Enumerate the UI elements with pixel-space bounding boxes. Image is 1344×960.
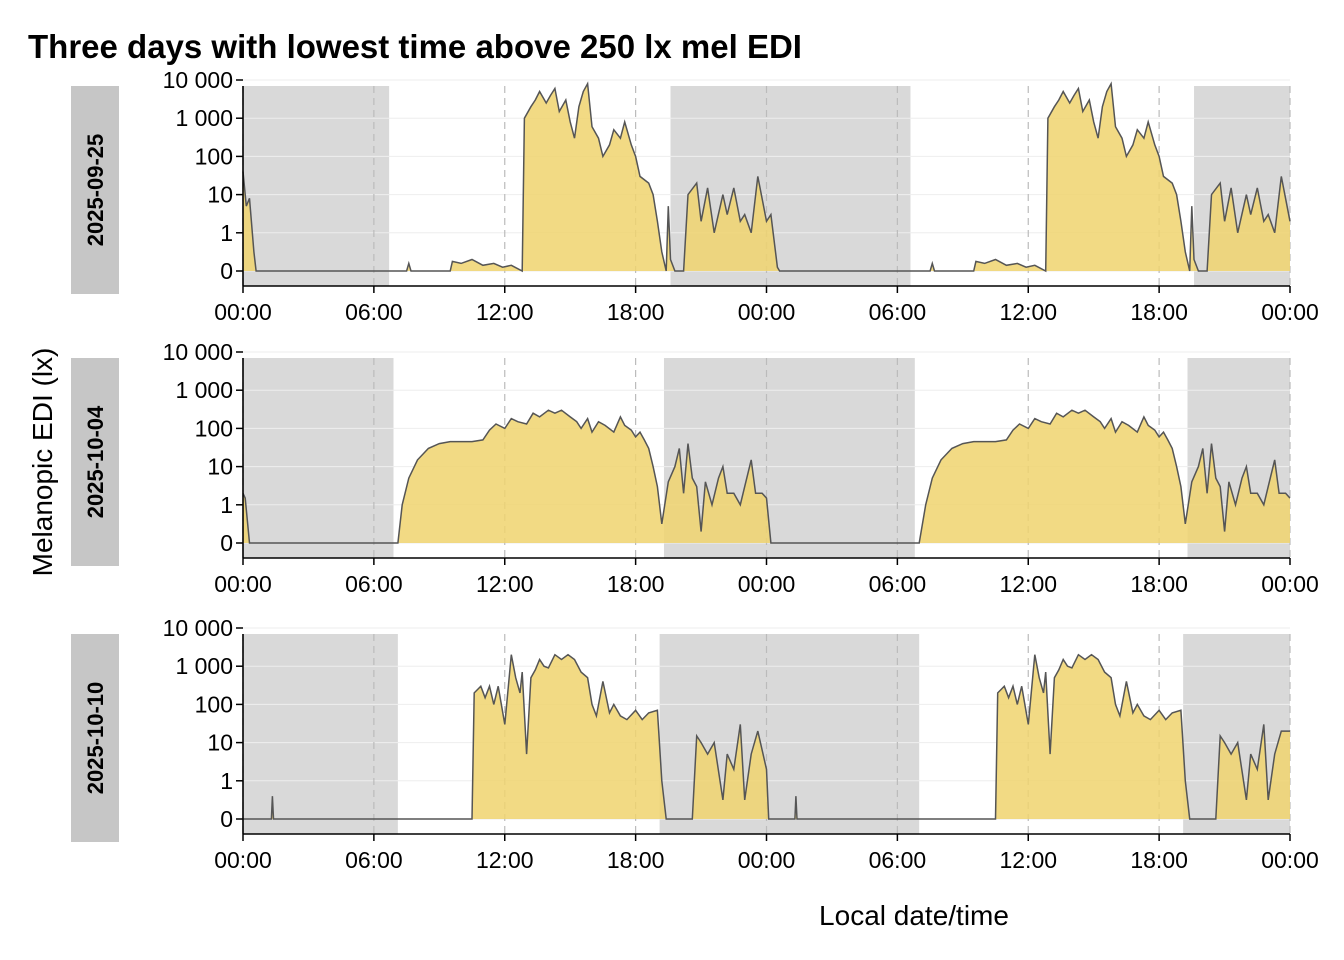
- x-tick-label: 00:00: [214, 571, 272, 597]
- x-tick-label: 18:00: [1130, 571, 1188, 597]
- y-tick-label: 10: [207, 182, 233, 208]
- x-axis-title: Local date/time: [819, 900, 1009, 931]
- x-tick-label: 00:00: [1261, 847, 1319, 873]
- x-tick-label: 06:00: [345, 847, 403, 873]
- y-tick-label: 10: [207, 730, 233, 756]
- x-tick-label: 18:00: [1130, 847, 1188, 873]
- y-tick-label: 1 000: [175, 653, 233, 679]
- y-tick-label: 1: [220, 220, 233, 246]
- x-tick-label: 12:00: [999, 299, 1057, 325]
- x-tick-label: 06:00: [869, 571, 927, 597]
- y-tick-label: 100: [195, 415, 233, 441]
- y-tick-label: 10 000: [163, 67, 233, 93]
- x-tick-label: 00:00: [1261, 571, 1319, 597]
- x-tick-label: 18:00: [607, 571, 665, 597]
- x-tick-label: 12:00: [476, 571, 534, 597]
- data-area: [243, 654, 1290, 819]
- x-tick-label: 12:00: [999, 847, 1057, 873]
- y-tick-label: 10 000: [163, 339, 233, 365]
- y-tick-label: 1: [220, 492, 233, 518]
- facet-strip: [71, 86, 119, 294]
- x-tick-label: 18:00: [607, 847, 665, 873]
- night-band: [243, 634, 398, 834]
- x-tick-label: 12:00: [476, 847, 534, 873]
- chart-title: Three days with lowest time above 250 lx…: [28, 28, 802, 65]
- data-line: [242, 81, 1291, 273]
- y-tick-label: 0: [220, 258, 233, 284]
- x-tick-label: 12:00: [999, 571, 1057, 597]
- panel-2: 0 1 10 100 1 000 10 000 00:00 06:00 12:00 18:00 00…: [71, 339, 1319, 597]
- panel-1: 0 1 10 100 1 000 10 000 00:00 06:00 12:00 18:00 00…: [71, 67, 1319, 325]
- data-line: [243, 653, 1290, 820]
- x-tick-label: 18:00: [1130, 299, 1188, 325]
- night-band: [243, 358, 394, 558]
- facet-strip: [71, 358, 119, 566]
- x-tick-label: 00:00: [214, 847, 272, 873]
- y-tick-label: 10 000: [163, 615, 233, 641]
- panel-3: 0 1 10 100 1 000 10 000 00:00 06:00 12:00 18:00 00…: [71, 615, 1319, 873]
- y-tick-label: 100: [195, 143, 233, 169]
- x-tick-label: 06:00: [869, 299, 927, 325]
- night-band: [243, 86, 390, 286]
- y-tick-label: 10: [207, 454, 233, 480]
- x-tick-label: 06:00: [345, 299, 403, 325]
- x-tick-label: 06:00: [345, 571, 403, 597]
- facet-strip-label: 2025-10-10: [83, 682, 108, 795]
- x-tick-label: 00:00: [738, 847, 796, 873]
- x-tick-label: 00:00: [1261, 299, 1319, 325]
- x-tick-label: 12:00: [476, 299, 534, 325]
- data-area: [243, 410, 1290, 543]
- facet-strip: [71, 634, 119, 842]
- x-tick-label: 00:00: [738, 571, 796, 597]
- x-tick-label: 00:00: [214, 299, 272, 325]
- x-tick-label: 00:00: [738, 299, 796, 325]
- data-line: [242, 409, 1291, 544]
- y-tick-label: 1: [220, 768, 233, 794]
- y-axis-title: Melanopic EDI (lx): [27, 348, 58, 577]
- facet-strip-label: 2025-10-04: [83, 405, 108, 518]
- y-tick-label: 100: [195, 691, 233, 717]
- y-tick-label: 0: [220, 530, 233, 556]
- x-tick-label: 18:00: [607, 299, 665, 325]
- y-tick-label: 1 000: [175, 105, 233, 131]
- y-tick-label: 1 000: [175, 377, 233, 403]
- y-tick-label: 0: [220, 806, 233, 832]
- x-tick-label: 06:00: [869, 847, 927, 873]
- facet-strip-label: 2025-09-25: [83, 134, 108, 247]
